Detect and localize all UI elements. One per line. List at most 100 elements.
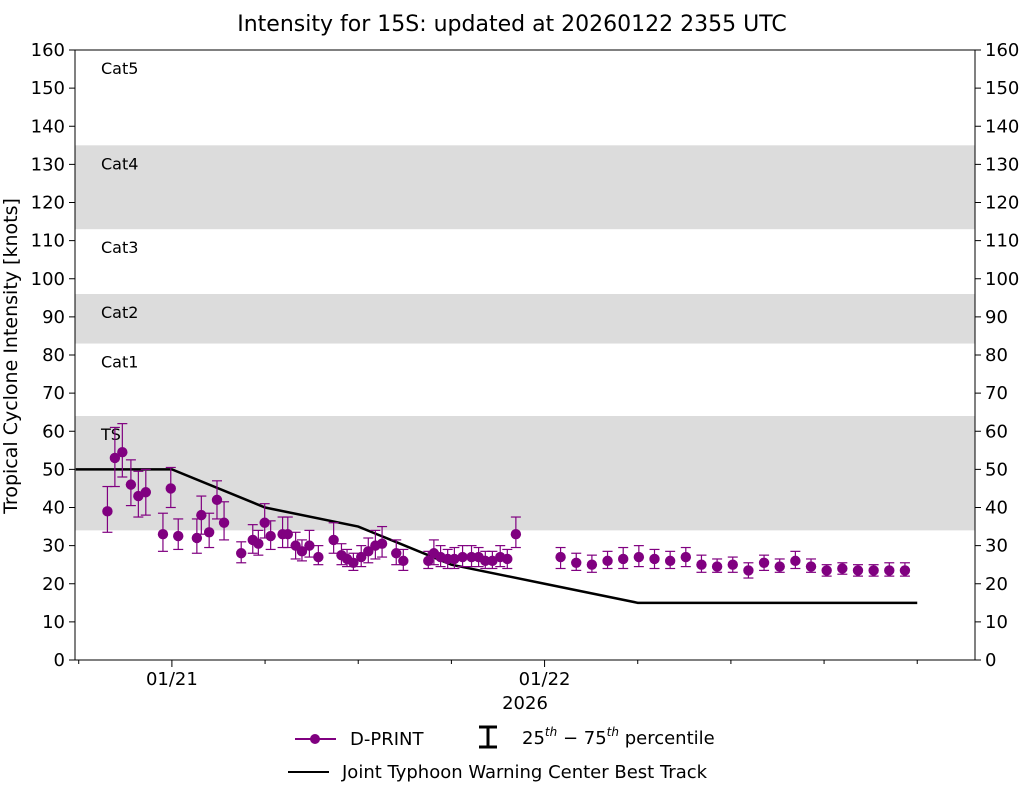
d-print-marker xyxy=(649,553,660,565)
d-print-point xyxy=(449,546,460,570)
d-print-point xyxy=(363,537,374,564)
d-print-marker xyxy=(328,534,339,546)
y-tick-label-right: 0 xyxy=(985,650,996,671)
d-print-marker xyxy=(282,528,293,540)
d-print-marker xyxy=(449,553,460,565)
d-print-point xyxy=(884,562,895,577)
band-label-cat5: Cat5 xyxy=(101,59,138,78)
x-tick-label: 01/21 xyxy=(146,669,198,690)
y-tick-label-right: 160 xyxy=(985,40,1019,61)
d-print-marker xyxy=(253,538,264,549)
x-axis: 01/21 01/22 xyxy=(78,660,918,690)
d-print-point xyxy=(868,564,879,577)
d-print-marker xyxy=(157,528,169,540)
d-print-point xyxy=(328,522,339,554)
d-print-marker xyxy=(196,509,207,521)
d-print-point xyxy=(265,520,276,551)
d-print-marker xyxy=(555,551,566,563)
legend-d-print-marker xyxy=(310,734,320,744)
d-print-point xyxy=(502,548,513,570)
y-axis-left: 0 10 20 30 40 50 60 70 80 90 100 110 120 130 140 150 160 xyxy=(31,40,75,671)
y-tick-label-left: 50 xyxy=(42,459,65,480)
d-print-point xyxy=(664,550,676,570)
d-print-point xyxy=(758,554,770,572)
d-print-point xyxy=(304,529,315,558)
d-print-marker xyxy=(363,546,374,557)
d-print-marker xyxy=(423,555,434,567)
d-print-marker xyxy=(868,565,879,576)
d-print-marker xyxy=(571,557,582,568)
band-cat2 xyxy=(75,294,975,344)
y-tick-label-right: 140 xyxy=(985,116,1019,137)
d-print-marker xyxy=(487,555,498,567)
d-print-point xyxy=(510,516,522,549)
d-print-marker xyxy=(852,565,864,576)
d-print-point xyxy=(348,552,359,572)
d-print-point xyxy=(790,550,801,570)
y-tick-label-left: 130 xyxy=(31,154,65,175)
d-print-marker xyxy=(304,540,315,551)
d-print-point xyxy=(602,550,613,570)
y-axis-right: 0 10 20 30 40 50 60 70 80 90 100 110 120 130 140 150 160 xyxy=(975,40,1019,671)
d-print-marker xyxy=(102,506,113,517)
d-print-marker xyxy=(165,483,176,494)
d-print-point xyxy=(109,426,121,488)
d-print-point xyxy=(203,512,215,549)
d-print-point xyxy=(774,558,785,573)
y-tick-label-right: 70 xyxy=(985,383,1008,404)
d-print-marker xyxy=(109,452,121,464)
y-tick-label-right: 90 xyxy=(985,307,1008,328)
band-label-cat4: Cat4 xyxy=(101,154,138,173)
d-print-point xyxy=(398,548,409,572)
legend-d-print-label: D-PRINT xyxy=(350,729,424,750)
d-print-point xyxy=(571,552,582,572)
d-print-marker xyxy=(173,530,184,542)
y-tick-label-left: 10 xyxy=(42,612,65,633)
y-axis-label: Tropical Cyclone Intensity [knots] xyxy=(0,198,22,515)
d-print-point xyxy=(711,558,723,573)
d-print-marker xyxy=(774,561,785,572)
d-print-marker xyxy=(680,551,692,563)
d-print-point xyxy=(680,546,692,568)
x-axis-label: 2026 xyxy=(502,693,548,714)
band-label-cat2: Cat2 xyxy=(101,303,138,322)
d-print-marker xyxy=(586,559,598,570)
y-tick-label-right: 20 xyxy=(985,574,1008,595)
d-print-marker xyxy=(727,559,738,570)
d-print-marker xyxy=(821,565,832,576)
y-tick-label-left: 40 xyxy=(42,498,65,519)
d-print-marker xyxy=(633,551,645,563)
d-print-marker xyxy=(758,557,770,568)
d-print-point xyxy=(211,480,223,520)
d-print-marker xyxy=(296,546,308,557)
d-print-point xyxy=(457,545,468,568)
d-print-point xyxy=(821,564,832,577)
d-print-marker xyxy=(140,487,152,498)
d-print-marker xyxy=(711,561,723,572)
y-tick-label-left: 110 xyxy=(31,231,65,252)
y-tick-label-left: 150 xyxy=(31,78,65,99)
d-print-point xyxy=(805,558,817,573)
y-tick-label-right: 10 xyxy=(985,612,1008,633)
d-print-point xyxy=(218,501,230,541)
y-tick-label-left: 90 xyxy=(42,307,65,328)
d-print-point xyxy=(649,548,660,570)
d-print-marker xyxy=(265,530,276,542)
d-print-marker xyxy=(510,528,522,540)
d-print-marker xyxy=(617,553,629,565)
y-tick-label-right: 60 xyxy=(985,421,1008,442)
legend-best-track-label: Joint Typhoon Warning Center Best Track xyxy=(341,762,708,783)
category-band-labels: TS Cat1 Cat2 Cat3 Cat4 Cat5 xyxy=(100,59,138,444)
y-tick-label-left: 0 xyxy=(54,650,65,671)
y-tick-label-left: 60 xyxy=(42,421,65,442)
d-print-point xyxy=(196,495,207,535)
d-print-marker xyxy=(391,548,402,559)
y-tick-label-right: 110 xyxy=(985,231,1019,252)
d-print-point xyxy=(356,545,367,568)
d-print-point xyxy=(743,562,754,579)
best-track-series xyxy=(75,468,918,605)
y-tick-label-right: 40 xyxy=(985,498,1008,519)
band-label-ts: TS xyxy=(100,425,121,444)
d-print-marker xyxy=(837,563,848,574)
